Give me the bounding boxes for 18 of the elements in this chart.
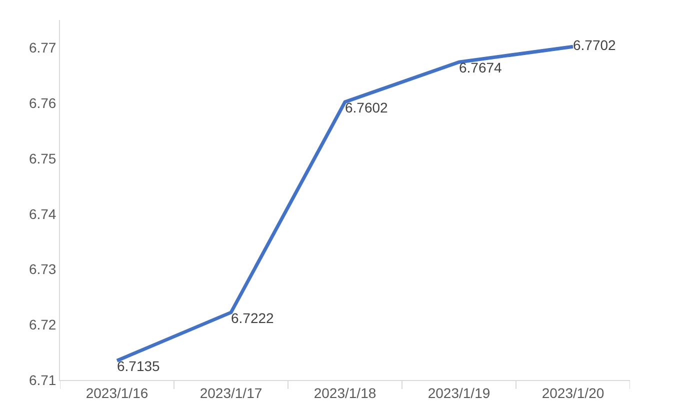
- y-tick-label: 6.75: [28, 150, 56, 166]
- x-tick-label: 2023/1/19: [428, 384, 490, 401]
- y-tick-label: 6.76: [28, 94, 56, 111]
- x-tick-label: 2023/1/20: [542, 384, 604, 401]
- data-label: 6.7602: [345, 99, 388, 116]
- y-tick-label: 6.74: [28, 206, 56, 222]
- x-tick-label: 2023/1/18: [314, 384, 376, 401]
- data-label: 6.7222: [231, 310, 274, 326]
- data-label: 6.7135: [117, 358, 160, 374]
- line-series: [115, 44, 575, 362]
- y-tick-label: 6.72: [28, 316, 56, 333]
- data-label: 6.7674: [459, 60, 502, 76]
- data-label: 6.7702: [573, 37, 616, 54]
- x-tick-label: 2023/1/17: [200, 384, 262, 401]
- x-tick-label: 2023/1/16: [86, 384, 148, 401]
- y-tick-label: 6.73: [28, 261, 56, 278]
- y-tick-label: 6.77: [28, 40, 56, 56]
- y-tick-label: 6.71: [28, 372, 56, 388]
